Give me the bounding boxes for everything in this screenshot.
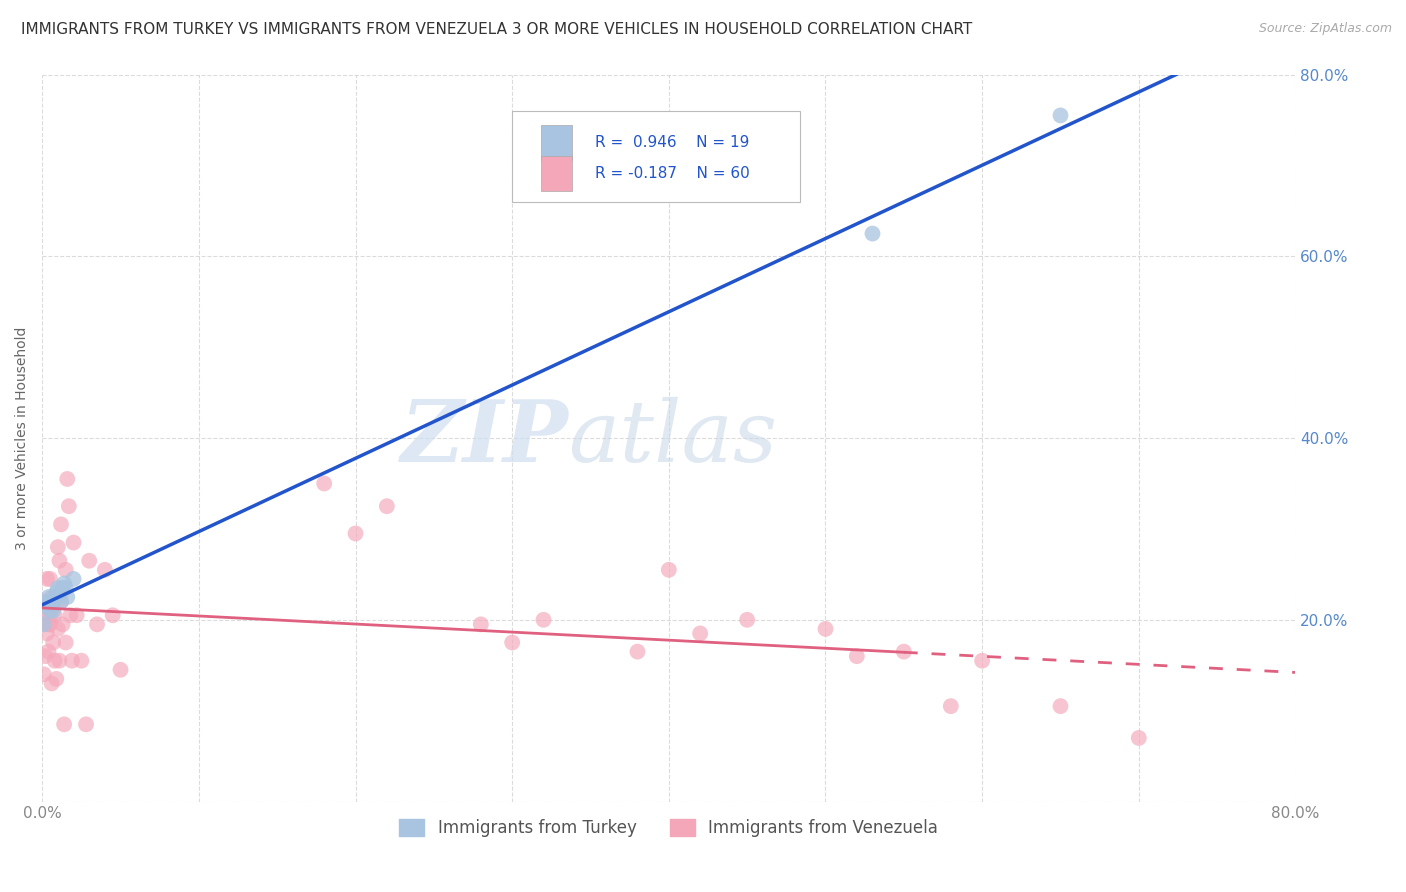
Point	[44, 654, 66, 668]
Point	[39, 604, 62, 618]
Point	[1049, 699, 1071, 714]
Point	[658, 563, 681, 577]
Point	[32, 613, 55, 627]
Point	[37, 645, 59, 659]
Point	[48, 654, 70, 668]
Point	[66, 608, 89, 623]
Point	[77, 554, 100, 568]
Point	[533, 613, 555, 627]
Point	[101, 608, 124, 623]
Point	[501, 635, 523, 649]
Point	[39, 572, 62, 586]
Text: IMMIGRANTS FROM TURKEY VS IMMIGRANTS FROM VENEZUELA 3 OR MORE VEHICLES IN HOUSEH: IMMIGRANTS FROM TURKEY VS IMMIGRANTS FRO…	[21, 22, 973, 37]
Point	[42, 599, 65, 614]
Point	[46, 581, 69, 595]
Point	[55, 581, 77, 595]
Text: ZIP: ZIP	[401, 396, 568, 480]
Point	[48, 590, 70, 604]
Point	[42, 635, 65, 649]
Point	[44, 590, 66, 604]
Point	[939, 699, 962, 714]
Point	[45, 585, 67, 599]
Point	[49, 594, 72, 608]
Point	[41, 676, 63, 690]
Point	[55, 563, 77, 577]
Point	[41, 594, 63, 608]
Point	[735, 613, 758, 627]
Point	[41, 590, 63, 604]
Point	[39, 617, 62, 632]
FancyBboxPatch shape	[541, 156, 572, 191]
Point	[314, 476, 336, 491]
Point	[48, 554, 70, 568]
Point	[46, 540, 69, 554]
Point	[845, 649, 868, 664]
Point	[39, 608, 62, 623]
Point	[60, 654, 83, 668]
Point	[56, 472, 79, 486]
Point	[37, 590, 59, 604]
Point	[375, 499, 398, 513]
Point	[972, 654, 994, 668]
Y-axis label: 3 or more Vehicles in Household: 3 or more Vehicles in Household	[15, 326, 30, 549]
Point	[34, 599, 56, 614]
Point	[75, 717, 97, 731]
Point	[110, 663, 132, 677]
Point	[49, 517, 72, 532]
Point	[70, 654, 93, 668]
Text: atlas: atlas	[568, 397, 778, 479]
Legend: Immigrants from Turkey, Immigrants from Venezuela: Immigrants from Turkey, Immigrants from …	[392, 813, 945, 844]
Point	[862, 227, 884, 241]
Point	[34, 594, 56, 608]
FancyBboxPatch shape	[512, 111, 800, 202]
Point	[59, 608, 82, 623]
Point	[53, 717, 76, 731]
Point	[470, 617, 492, 632]
Point	[814, 622, 837, 636]
Point	[37, 617, 59, 632]
Text: R =  0.946    N = 19: R = 0.946 N = 19	[595, 136, 749, 151]
Point	[344, 526, 367, 541]
Point	[62, 535, 84, 549]
Point	[1128, 731, 1150, 745]
Point	[49, 594, 72, 608]
Point	[44, 608, 66, 623]
Point	[893, 645, 915, 659]
Point	[37, 599, 59, 614]
Point	[626, 645, 648, 659]
Point	[56, 590, 79, 604]
Point	[32, 617, 55, 632]
Point	[51, 617, 73, 632]
Text: R = -0.187    N = 60: R = -0.187 N = 60	[595, 166, 749, 181]
Point	[94, 563, 117, 577]
Point	[35, 626, 58, 640]
Point	[45, 672, 67, 686]
FancyBboxPatch shape	[541, 126, 572, 161]
Point	[35, 572, 58, 586]
Point	[35, 594, 58, 608]
Point	[1049, 108, 1071, 122]
Point	[58, 499, 80, 513]
Point	[34, 649, 56, 664]
Point	[86, 617, 108, 632]
Point	[46, 622, 69, 636]
Point	[45, 590, 67, 604]
Point	[689, 626, 711, 640]
Point	[51, 581, 73, 595]
Point	[55, 635, 77, 649]
Point	[62, 572, 84, 586]
Point	[42, 604, 65, 618]
Text: Source: ZipAtlas.com: Source: ZipAtlas.com	[1258, 22, 1392, 36]
Point	[32, 667, 55, 681]
Point	[53, 576, 76, 591]
